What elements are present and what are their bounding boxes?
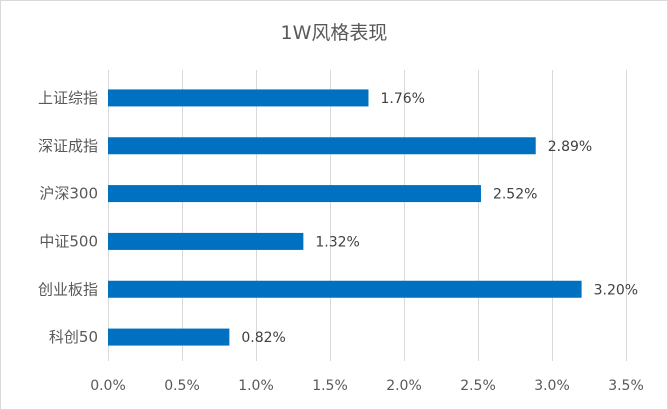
bar (108, 232, 304, 250)
grid-layer (108, 70, 627, 361)
x-tick-label: 3.0% (534, 378, 570, 394)
category-label: 上证综指 (38, 89, 98, 107)
x-tick-label: 0.0% (90, 378, 126, 394)
data-label: 0.82% (241, 330, 285, 346)
x-tick-label: 2.0% (386, 378, 422, 394)
category-label: 沪深300 (39, 185, 98, 203)
x-tick-label: 2.5% (460, 378, 496, 394)
category-label: 科创50 (49, 328, 98, 346)
x-tick-label: 1.5% (312, 378, 348, 394)
label-layer: 上证综指 1.76% 深证成指 2.89% 沪深300 2.52% 中证500 1.32% 创业… (38, 89, 638, 346)
bar-layer (108, 89, 582, 346)
chart-title: 1W风格表现 (281, 22, 388, 44)
bar (108, 137, 536, 155)
bar (108, 185, 481, 203)
x-tick-label: 1.0% (238, 378, 274, 394)
data-label: 2.89% (548, 139, 592, 155)
x-tick-label: 0.5% (164, 378, 200, 394)
bar (108, 328, 230, 346)
data-label: 3.20% (594, 282, 638, 298)
x-tick-label: 3.5% (608, 378, 644, 394)
bar (108, 89, 369, 107)
data-label: 1.32% (315, 234, 359, 250)
bar (108, 280, 582, 298)
tick-layer: 0.0% 0.5% 1.0% 1.5% 2.0% 2.5% 3.0% 3.5% (90, 378, 644, 394)
data-label: 2.52% (493, 187, 537, 203)
category-label: 中证500 (39, 232, 98, 250)
data-label: 1.76% (380, 91, 424, 107)
category-label: 创业板指 (38, 280, 98, 298)
category-label: 深证成指 (38, 137, 98, 155)
